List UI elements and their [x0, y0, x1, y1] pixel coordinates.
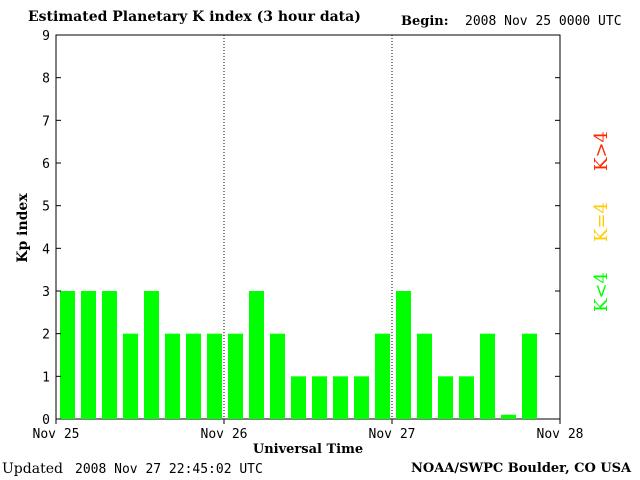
y-tick-label: 7: [42, 114, 50, 129]
kp-bar: [501, 414, 516, 419]
kp-bar: [144, 291, 159, 419]
y-axis-ticks: 0 1 2 3 4 5 6 7 8 9: [42, 29, 560, 428]
kp-bar: [291, 376, 306, 419]
x-axis-label: Universal Time: [253, 442, 363, 457]
y-tick-label: 3: [42, 285, 50, 300]
legend-k-equal-4: K=4: [591, 202, 612, 242]
legend-k-less-4: K<4: [591, 272, 612, 312]
kp-bar: [81, 291, 96, 419]
kp-bar: [459, 376, 474, 419]
kp-bar: [270, 333, 285, 419]
kp-bar: [354, 376, 369, 419]
legend-k-greater-4: K>4: [591, 131, 612, 171]
x-axis-ticks: Nov 25 Nov 26 Nov 27 Nov 28: [33, 419, 584, 442]
bars-group: [60, 291, 537, 419]
kp-bar: [333, 376, 348, 419]
x-tick-label: Nov 27: [369, 427, 416, 442]
kp-bar: [480, 333, 495, 419]
y-tick-label: 5: [42, 200, 50, 215]
begin-label: Begin:: [401, 14, 449, 29]
y-tick-label: 9: [42, 29, 50, 44]
kp-bar: [228, 333, 243, 419]
kp-bar: [522, 333, 537, 419]
y-tick-label: 2: [42, 328, 50, 343]
kp-bar: [123, 333, 138, 419]
updated-label: Updated: [2, 461, 63, 477]
x-tick-label: Nov 25: [33, 427, 80, 442]
kp-bar: [249, 291, 264, 419]
y-tick-label: 8: [42, 72, 50, 87]
chart-title: Estimated Planetary K index (3 hour data…: [28, 9, 361, 25]
kp-bar: [396, 291, 411, 419]
y-tick-label: 4: [42, 242, 50, 257]
y-axis-label: Kp index: [15, 193, 31, 263]
plot-frame: [55, 34, 561, 420]
kp-bar: [438, 376, 453, 419]
credit-text: NOAA/SWPC Boulder, CO USA: [411, 461, 632, 476]
y-tick-label: 6: [42, 157, 50, 172]
y-tick-label: 0: [42, 413, 50, 428]
kp-bar: [312, 376, 327, 419]
kp-bar: [102, 291, 117, 419]
kp-bar: [375, 333, 390, 419]
kp-bar: [186, 333, 201, 419]
kp-bar: [417, 333, 432, 419]
kp-bar: [165, 333, 180, 419]
begin-value: 2008 Nov 25 0000 UTC: [465, 14, 622, 29]
kp-bar: [60, 291, 75, 419]
x-tick-label: Nov 28: [537, 427, 584, 442]
kp-bar: [207, 333, 222, 419]
y-tick-label: 1: [42, 370, 50, 385]
updated-value: 2008 Nov 27 22:45:02 UTC: [75, 462, 263, 477]
day-separators: [223, 35, 393, 419]
x-tick-label: Nov 26: [201, 427, 248, 442]
